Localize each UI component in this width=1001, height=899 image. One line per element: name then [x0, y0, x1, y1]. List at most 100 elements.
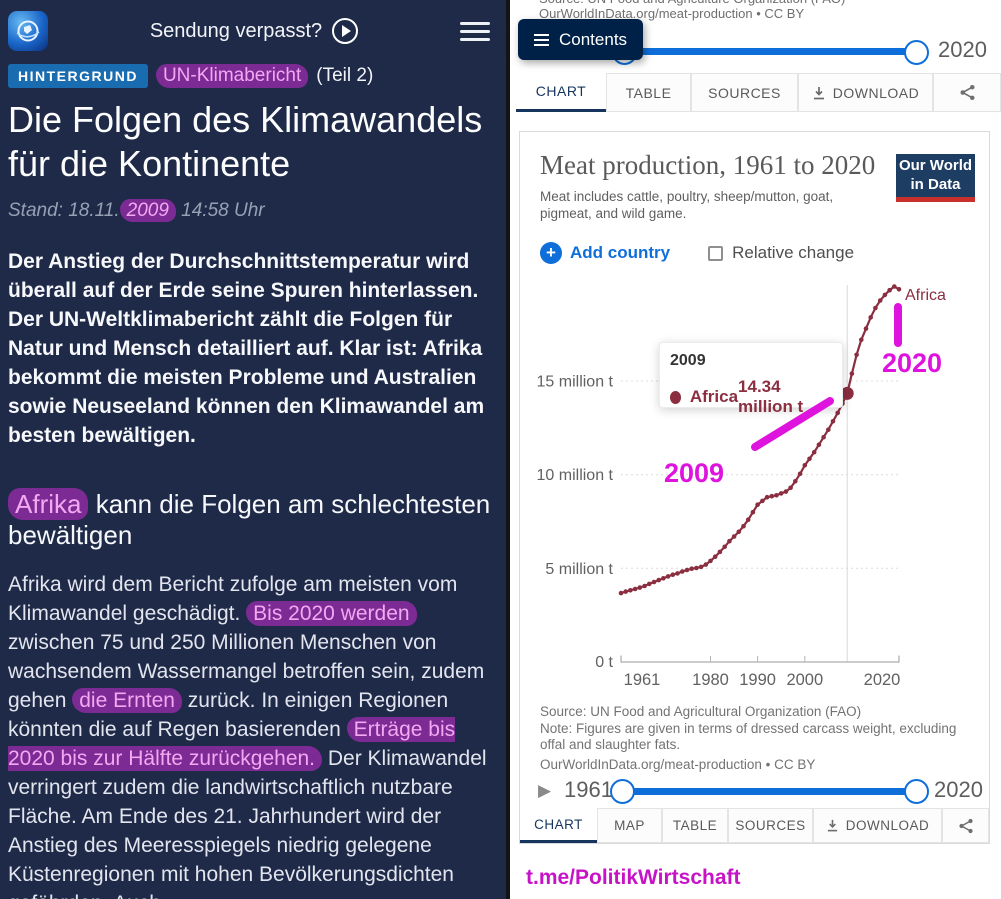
share-icon [958, 818, 973, 833]
series-dot-icon [670, 390, 681, 404]
chart-card: Meat production, 1961 to 2020 Meat inclu… [519, 131, 990, 844]
play-circle-icon[interactable] [332, 18, 359, 44]
tab-download[interactable]: DOWNLOAD [798, 73, 933, 112]
tab-chart[interactable]: CHART [520, 808, 597, 843]
tooltip-entity: Africa [689, 387, 739, 406]
cropped-source-block: Source: UN Food and Agriculture Organiza… [539, 0, 845, 21]
hamburger-menu-icon[interactable] [460, 17, 490, 46]
bottom-timeline: ▶ 1961 2020 [538, 775, 983, 811]
relative-change-label: Relative change [732, 243, 855, 262]
tab-label: TABLE [672, 818, 718, 833]
kicker-rest: (Teil 2) [316, 65, 374, 86]
tab-map[interactable]: MAP [597, 808, 662, 843]
africa-series-line [618, 284, 902, 596]
timeline-start-label: 1961 [564, 777, 613, 802]
y-tick-label: 15 million t [537, 374, 614, 391]
kicker-highlight: UN-Klimabericht [155, 64, 309, 88]
tab-download[interactable]: DOWNLOAD [813, 808, 942, 843]
download-icon [827, 819, 837, 832]
x-tick-label: 2020 [864, 671, 901, 689]
tab-label: DOWNLOAD [832, 84, 920, 101]
series-end-label: Africa [905, 287, 946, 304]
timeline-end-label: 2020 [934, 777, 983, 802]
timeline-start-handle[interactable] [610, 779, 635, 804]
top-timeline-track[interactable] [618, 48, 918, 55]
share-icon [959, 84, 975, 101]
body-highlight-2: die Ernten [72, 687, 182, 713]
contents-hamburger-icon [534, 31, 549, 49]
body-text: zurück. In einigen Regionen könnten die … [8, 688, 449, 741]
tab-chart[interactable]: CHART [516, 73, 606, 112]
x-tick-label: 1961 [624, 671, 661, 689]
site-header: Sendung verpasst? [8, 0, 498, 56]
timeline-track[interactable] [621, 788, 917, 795]
owid-logo-line1: Our World [898, 156, 973, 174]
hover-point [840, 386, 854, 400]
chart-note: Note: Figures are given in terms of dres… [540, 720, 957, 753]
chart-subtitle: Meat includes cattle, poultry, sheep/mut… [540, 189, 834, 221]
tab-label: SOURCES [735, 818, 806, 833]
globe-icon [16, 20, 40, 42]
lead-paragraph: Der Anstieg der Durchschnittstemperatur … [8, 249, 485, 447]
tab-label: CHART [534, 816, 583, 832]
hintergrund-badge: HINTERGRUND [8, 64, 148, 88]
dateline: Stand: 18.11. 2009 14:58 Uhr [8, 198, 498, 222]
subheading-highlight: Afrika [8, 487, 89, 520]
relative-change-checkbox[interactable] [708, 245, 724, 261]
x-tick-label: 1990 [739, 671, 776, 689]
tagesschau-logo-icon[interactable] [8, 11, 48, 51]
tooltip-value: 14.34 million t [738, 377, 804, 416]
top-tab-bar: CHART TABLE SOURCES DOWNLOAD [516, 73, 1001, 112]
tooltip-row: Africa 14.34 million t [670, 377, 832, 417]
missed-broadcast-label: Sendung verpasst? [149, 19, 323, 42]
chart-controls: + Add country Relative change [540, 242, 854, 264]
card-tab-bar: CHART MAP TABLE SOURCES DOWNLOAD [520, 808, 989, 843]
article-panel: Sendung verpasst? HINTERGRUND UN-Klimabe… [0, 0, 506, 899]
body-text: zwischen 75 und 250 Millionen Menschen v… [8, 630, 485, 712]
x-tick-label: 1980 [692, 671, 729, 689]
tab-label: CHART [535, 83, 587, 99]
download-icon [813, 86, 824, 99]
chart-source: Source: UN Food and Agricultural Organiz… [540, 704, 862, 719]
owid-logo-line2: in Data [910, 175, 961, 193]
chart-license: OurWorldInData.org/meat-production • CC … [540, 756, 816, 772]
tab-label: SOURCES [708, 84, 781, 101]
cropped-license-line: OurWorldInData.org/meat-production • CC … [539, 6, 805, 21]
telegram-link[interactable]: t.me/PolitikWirtschaft [526, 866, 741, 889]
timeline-play-button[interactable]: ▶ [538, 781, 552, 800]
chart-plot[interactable]: 15 million t 10 million t 5 million t 0 … [531, 281, 991, 691]
owid-logo: Our World in Data [896, 154, 975, 202]
tab-label: MAP [614, 818, 645, 833]
tab-label: DOWNLOAD [845, 818, 930, 833]
page-title: Die Folgen des Klimawandels für die Kont… [8, 99, 483, 184]
body-text: Der Klimawandel verringert zudem die lan… [8, 746, 487, 899]
tab-label: TABLE [625, 84, 672, 101]
tab-table[interactable]: TABLE [606, 73, 691, 112]
dateline-year-highlight: 2009 [119, 198, 176, 222]
tooltip-year: 2009 [670, 352, 706, 369]
x-tick-label: 2000 [786, 671, 823, 689]
tab-sources[interactable]: SOURCES [691, 73, 798, 112]
body-highlight-1: Bis 2020 werden [246, 600, 417, 626]
x-axis [620, 655, 900, 663]
tab-share[interactable] [933, 73, 1001, 112]
tab-table[interactable]: TABLE [662, 808, 728, 843]
tab-share[interactable] [942, 808, 989, 843]
tab-sources[interactable]: SOURCES [728, 808, 813, 843]
missed-broadcast-link[interactable]: Sendung verpasst? [48, 18, 460, 44]
add-country-button[interactable]: Add country [570, 243, 671, 262]
contents-button[interactable]: Contents [518, 19, 644, 60]
body-text: Afrika wird dem Bericht zufolge am meist… [8, 572, 458, 625]
subheading: Afrika kann die Folgen am schlechtesten … [8, 487, 498, 551]
hover-tooltip: 2009 Africa 14.34 million t [659, 342, 843, 416]
body-paragraph: Afrika wird dem Bericht zufolge am meist… [8, 571, 498, 899]
kicker: HINTERGRUND UN-Klimabericht (Teil 2) [8, 64, 498, 88]
owid-panel: Source: UN Food and Agriculture Organiza… [506, 0, 1001, 899]
y-tick-label: 5 million t [545, 561, 613, 578]
top-timeline-end-handle[interactable] [904, 40, 929, 65]
subheading-rest: kann die Folgen am schlechtesten bewälti… [8, 488, 491, 550]
x-axis-ticks [710, 656, 806, 662]
timeline-end-handle[interactable] [904, 779, 929, 804]
cropped-source-line: Source: UN Food and Agriculture Organiza… [539, 0, 845, 6]
